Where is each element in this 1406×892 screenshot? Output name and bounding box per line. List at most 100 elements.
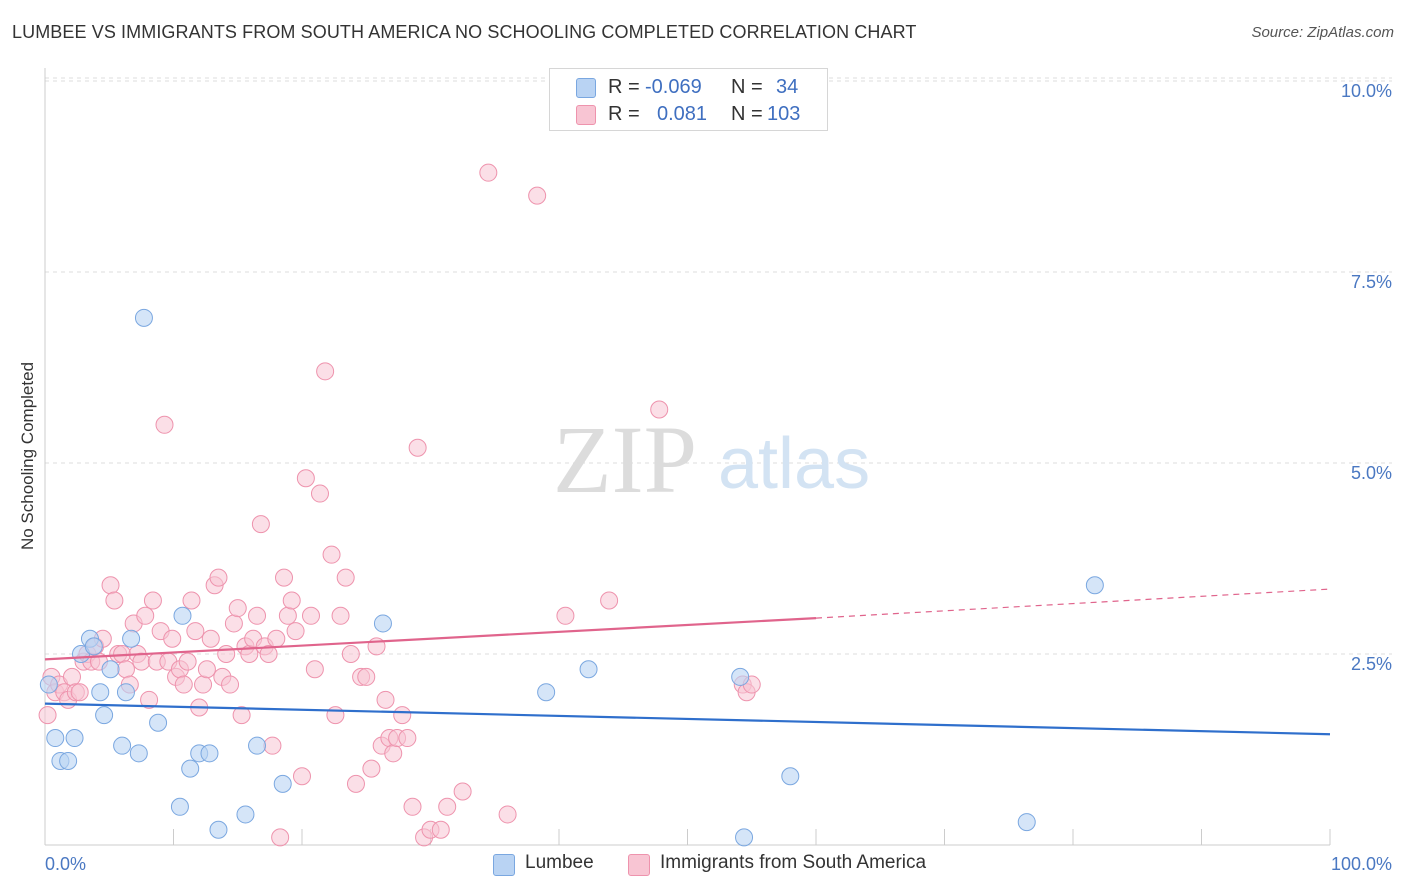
point-lumbee bbox=[101, 660, 120, 679]
point-south-america bbox=[282, 591, 301, 610]
y-tick-labels: 2.5% 5.0% 7.5% 10.0% bbox=[1341, 81, 1392, 674]
watermark-atlas: atlas bbox=[718, 424, 870, 504]
point-lumbee bbox=[236, 805, 255, 824]
x-tick-labels: 0.0% 100.0% bbox=[45, 854, 1392, 874]
point-south-america bbox=[408, 438, 427, 457]
point-south-america bbox=[228, 599, 247, 618]
point-south-america bbox=[376, 690, 395, 709]
point-lumbee bbox=[373, 614, 392, 633]
point-south-america bbox=[248, 606, 267, 625]
point-south-america bbox=[155, 415, 174, 434]
point-south-america bbox=[479, 163, 498, 182]
legend-r-value-south-america: 0.081 bbox=[657, 103, 708, 125]
point-south-america bbox=[209, 568, 228, 587]
watermark: ZIP atlas bbox=[553, 406, 870, 513]
point-south-america bbox=[316, 362, 335, 381]
point-south-america bbox=[101, 576, 120, 595]
south-america-legend-swatch bbox=[628, 854, 650, 876]
series-lumbee-points bbox=[39, 308, 1104, 847]
point-south-america bbox=[528, 186, 547, 205]
point-south-america bbox=[341, 645, 360, 663]
point-lumbee bbox=[181, 759, 200, 778]
y-tick-label: 2.5% bbox=[1351, 654, 1392, 674]
point-lumbee bbox=[200, 744, 219, 763]
point-south-america bbox=[286, 622, 305, 641]
chart-title: LUMBEE VS IMMIGRANTS FROM SOUTH AMERICA … bbox=[12, 22, 917, 42]
point-lumbee bbox=[113, 736, 132, 755]
point-south-america bbox=[398, 729, 417, 748]
point-south-america bbox=[163, 629, 182, 648]
gridlines bbox=[45, 77, 1392, 655]
point-south-america bbox=[217, 645, 236, 663]
point-south-america bbox=[174, 675, 193, 694]
point-lumbee bbox=[731, 667, 750, 686]
point-south-america bbox=[384, 744, 403, 763]
point-south-america bbox=[105, 591, 124, 610]
point-lumbee bbox=[59, 751, 78, 770]
point-south-america bbox=[301, 606, 320, 625]
legend-row-lumbee: R = -0.069 N = 34 bbox=[550, 74, 827, 100]
y-tick-label: 5.0% bbox=[1351, 463, 1392, 483]
point-south-america bbox=[310, 484, 329, 503]
legend-n-label: N = bbox=[731, 76, 763, 98]
point-south-america bbox=[38, 706, 57, 725]
point-south-america bbox=[186, 622, 205, 641]
point-south-america bbox=[271, 828, 290, 847]
point-south-america bbox=[275, 568, 294, 587]
point-lumbee bbox=[537, 683, 556, 702]
point-lumbee bbox=[1085, 576, 1104, 595]
point-lumbee bbox=[735, 828, 754, 847]
point-south-america bbox=[136, 606, 155, 625]
point-lumbee bbox=[122, 629, 141, 648]
point-south-america bbox=[293, 767, 311, 786]
point-south-america bbox=[182, 591, 201, 610]
lumbee-swatch bbox=[576, 78, 596, 98]
point-south-america bbox=[438, 797, 457, 816]
point-south-america bbox=[326, 706, 345, 725]
trend-line-lumbee bbox=[44, 702, 1331, 736]
legend-n-value-lumbee: 34 bbox=[776, 76, 799, 98]
lumbee-legend-swatch bbox=[493, 854, 515, 876]
point-south-america bbox=[336, 568, 355, 587]
correlation-legend: R = -0.069 N = 34 R = 0.081 N = 103 bbox=[549, 68, 828, 131]
point-south-america bbox=[362, 759, 381, 778]
point-south-america bbox=[650, 400, 669, 419]
point-south-america bbox=[263, 736, 282, 755]
point-lumbee bbox=[248, 736, 267, 755]
point-lumbee bbox=[134, 308, 153, 327]
point-south-america bbox=[498, 805, 517, 824]
point-south-america bbox=[70, 683, 89, 702]
trend-line-south-america bbox=[815, 588, 1331, 619]
source-label: Source: ZipAtlas.com bbox=[1251, 24, 1394, 41]
point-lumbee bbox=[95, 706, 114, 725]
south-america-swatch bbox=[576, 105, 596, 125]
point-south-america bbox=[346, 774, 365, 793]
point-lumbee bbox=[39, 675, 58, 694]
point-south-america bbox=[322, 545, 341, 564]
point-lumbee bbox=[781, 767, 800, 786]
trend-lines bbox=[44, 588, 1331, 736]
point-south-america bbox=[251, 515, 270, 534]
point-south-america bbox=[331, 606, 350, 625]
point-south-america bbox=[224, 614, 243, 633]
point-lumbee bbox=[91, 683, 110, 702]
legend-n-value-south-america: 103 bbox=[767, 103, 801, 125]
point-lumbee bbox=[46, 729, 65, 748]
point-lumbee bbox=[116, 683, 135, 702]
legend-n-label: N = bbox=[731, 103, 763, 125]
legend-r-label: R = bbox=[608, 103, 640, 125]
point-south-america bbox=[357, 667, 376, 686]
point-lumbee bbox=[84, 637, 103, 656]
point-south-america bbox=[232, 706, 251, 725]
series-south-america-points bbox=[38, 163, 761, 847]
x-tick-label: 100.0% bbox=[1331, 854, 1392, 874]
x-tick-label: 0.0% bbox=[45, 854, 86, 874]
legend-r-value-lumbee: -0.069 bbox=[645, 76, 702, 98]
point-lumbee bbox=[129, 744, 148, 763]
point-south-america bbox=[178, 652, 197, 671]
y-tick-label: 10.0% bbox=[1341, 81, 1392, 101]
point-south-america bbox=[62, 667, 81, 686]
legend-row-south-america: R = 0.081 N = 103 bbox=[550, 101, 827, 127]
point-south-america bbox=[393, 706, 412, 725]
